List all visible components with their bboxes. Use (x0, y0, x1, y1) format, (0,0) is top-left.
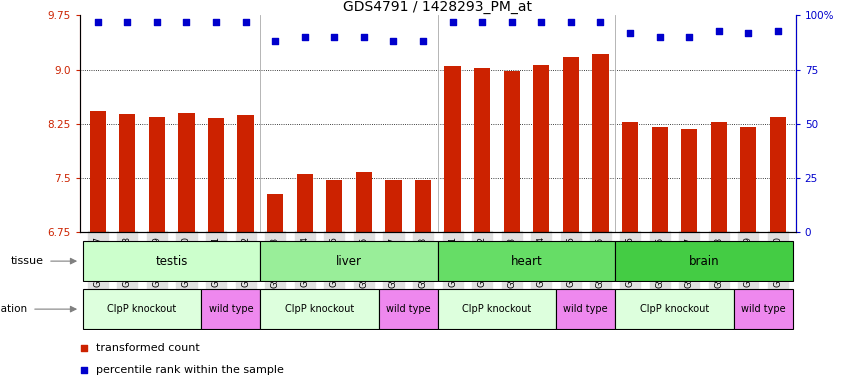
Text: ClpP knockout: ClpP knockout (640, 304, 709, 314)
Point (464, 29, 477, 35)
Point (534, 19, 548, 25)
Point (268, 38, 282, 45)
Point (446, 19, 460, 25)
Bar (356, 172, 372, 232)
Text: percentile rank within the sample: percentile rank within the sample (96, 365, 283, 375)
Bar (83, 241, 260, 281)
Bar (179, 113, 195, 232)
Point (91, 19, 105, 25)
Bar (326, 180, 342, 232)
Point (298, 34, 311, 40)
Point (239, 19, 253, 25)
Point (209, 19, 223, 25)
Bar (770, 117, 786, 232)
Bar (444, 66, 460, 232)
Bar (563, 57, 579, 232)
Bar (622, 122, 638, 232)
Point (712, 28, 726, 34)
Bar (379, 289, 437, 329)
Bar (437, 289, 557, 329)
Bar (592, 54, 608, 232)
Point (416, 38, 430, 45)
Point (121, 19, 134, 25)
Title: GDS4791 / 1428293_PM_at: GDS4791 / 1428293_PM_at (343, 0, 533, 14)
Bar (534, 65, 550, 232)
Bar (557, 289, 615, 329)
Bar (83, 289, 201, 329)
Text: ClpP knockout: ClpP knockout (107, 304, 177, 314)
Bar (267, 194, 283, 232)
Text: testis: testis (156, 255, 188, 268)
Text: ClpP knockout: ClpP knockout (285, 304, 354, 314)
Bar (297, 174, 313, 232)
Bar (260, 241, 437, 281)
Bar (149, 117, 165, 232)
Bar (119, 114, 135, 232)
Bar (681, 129, 697, 232)
Point (386, 38, 400, 45)
Point (180, 19, 193, 25)
Point (653, 34, 666, 40)
Bar (504, 71, 520, 232)
Point (476, 19, 489, 25)
Point (683, 34, 696, 40)
Point (564, 19, 578, 25)
Text: wild type: wild type (741, 304, 785, 314)
Text: wild type: wild type (386, 304, 431, 314)
Point (150, 19, 163, 25)
Bar (386, 180, 402, 232)
Text: wild type: wild type (563, 304, 608, 314)
Bar (615, 289, 734, 329)
Text: ClpP knockout: ClpP knockout (462, 304, 532, 314)
Text: transformed count: transformed count (96, 343, 199, 353)
Point (771, 28, 785, 34)
Bar (415, 180, 431, 232)
Bar (734, 289, 793, 329)
Text: heart: heart (511, 255, 542, 268)
Point (357, 34, 371, 40)
Point (464, 229, 477, 235)
Bar (237, 115, 254, 232)
Point (328, 34, 341, 40)
Point (623, 30, 637, 36)
Bar (711, 122, 727, 232)
Point (505, 19, 518, 25)
Point (594, 19, 608, 25)
Point (741, 30, 755, 36)
Text: tissue: tissue (11, 256, 44, 266)
Bar (652, 127, 668, 232)
Text: genotype/variation: genotype/variation (0, 304, 28, 314)
Bar (89, 111, 106, 232)
Bar (208, 118, 224, 232)
Bar (437, 241, 615, 281)
Bar (474, 68, 490, 232)
Text: liver: liver (336, 255, 363, 268)
Bar (201, 289, 260, 329)
Bar (260, 289, 379, 329)
Bar (740, 127, 757, 232)
Text: brain: brain (688, 255, 719, 268)
Bar (615, 241, 793, 281)
Text: wild type: wild type (208, 304, 253, 314)
